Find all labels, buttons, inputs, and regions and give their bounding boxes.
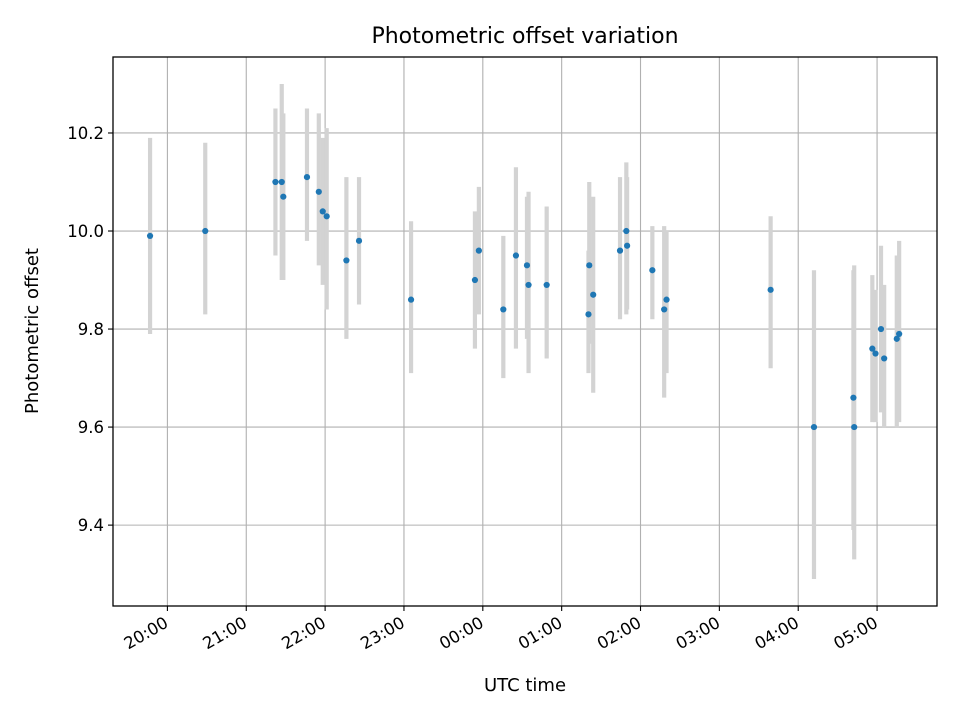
data-point <box>624 242 631 249</box>
data-point <box>512 252 520 259</box>
data-point <box>893 335 900 342</box>
data-point <box>896 330 903 338</box>
data-point <box>585 311 592 318</box>
data-point <box>319 208 326 215</box>
data-point <box>272 178 279 186</box>
data-point <box>146 232 154 240</box>
data-point <box>586 262 593 269</box>
data-point <box>407 296 415 303</box>
y-tick-label: 9.8 <box>78 320 104 339</box>
data-point <box>869 345 876 352</box>
y-axis-label: Photometric offset <box>22 248 43 414</box>
data-point <box>872 350 879 357</box>
data-point <box>303 173 311 181</box>
y-tick-label: 9.4 <box>78 516 104 535</box>
y-tick-label: 10.0 <box>67 222 104 241</box>
y-tick-label: 9.6 <box>78 418 104 437</box>
y-tick-label: 10.2 <box>67 124 104 143</box>
data-point <box>202 227 209 235</box>
data-point <box>355 237 363 244</box>
data-point <box>280 193 287 200</box>
data-point <box>590 291 597 298</box>
data-point <box>278 178 285 186</box>
chart-title: Photometric offset variation <box>371 24 678 49</box>
data-point <box>315 188 322 195</box>
x-axis-label: UTC time <box>484 675 566 696</box>
data-point <box>323 213 330 220</box>
data-point <box>475 247 482 254</box>
data-point <box>623 227 630 235</box>
data-point <box>767 286 774 293</box>
data-point <box>523 262 531 269</box>
data-points <box>146 173 903 431</box>
data-point <box>881 355 888 362</box>
data-point <box>543 281 550 289</box>
data-point <box>810 423 818 431</box>
data-point <box>851 423 858 431</box>
data-point <box>500 306 507 313</box>
data-point <box>649 267 656 274</box>
data-point <box>663 296 670 303</box>
plot-frame <box>112 56 938 607</box>
y-axis-ticks: 9.4 9.6 9.8 10.0 10.2 <box>67 124 113 535</box>
data-point <box>525 281 532 289</box>
data-point <box>850 394 857 401</box>
data-point <box>661 306 668 313</box>
data-point <box>343 257 350 264</box>
data-point <box>471 276 479 284</box>
data-point <box>877 325 885 333</box>
data-point <box>616 247 624 254</box>
